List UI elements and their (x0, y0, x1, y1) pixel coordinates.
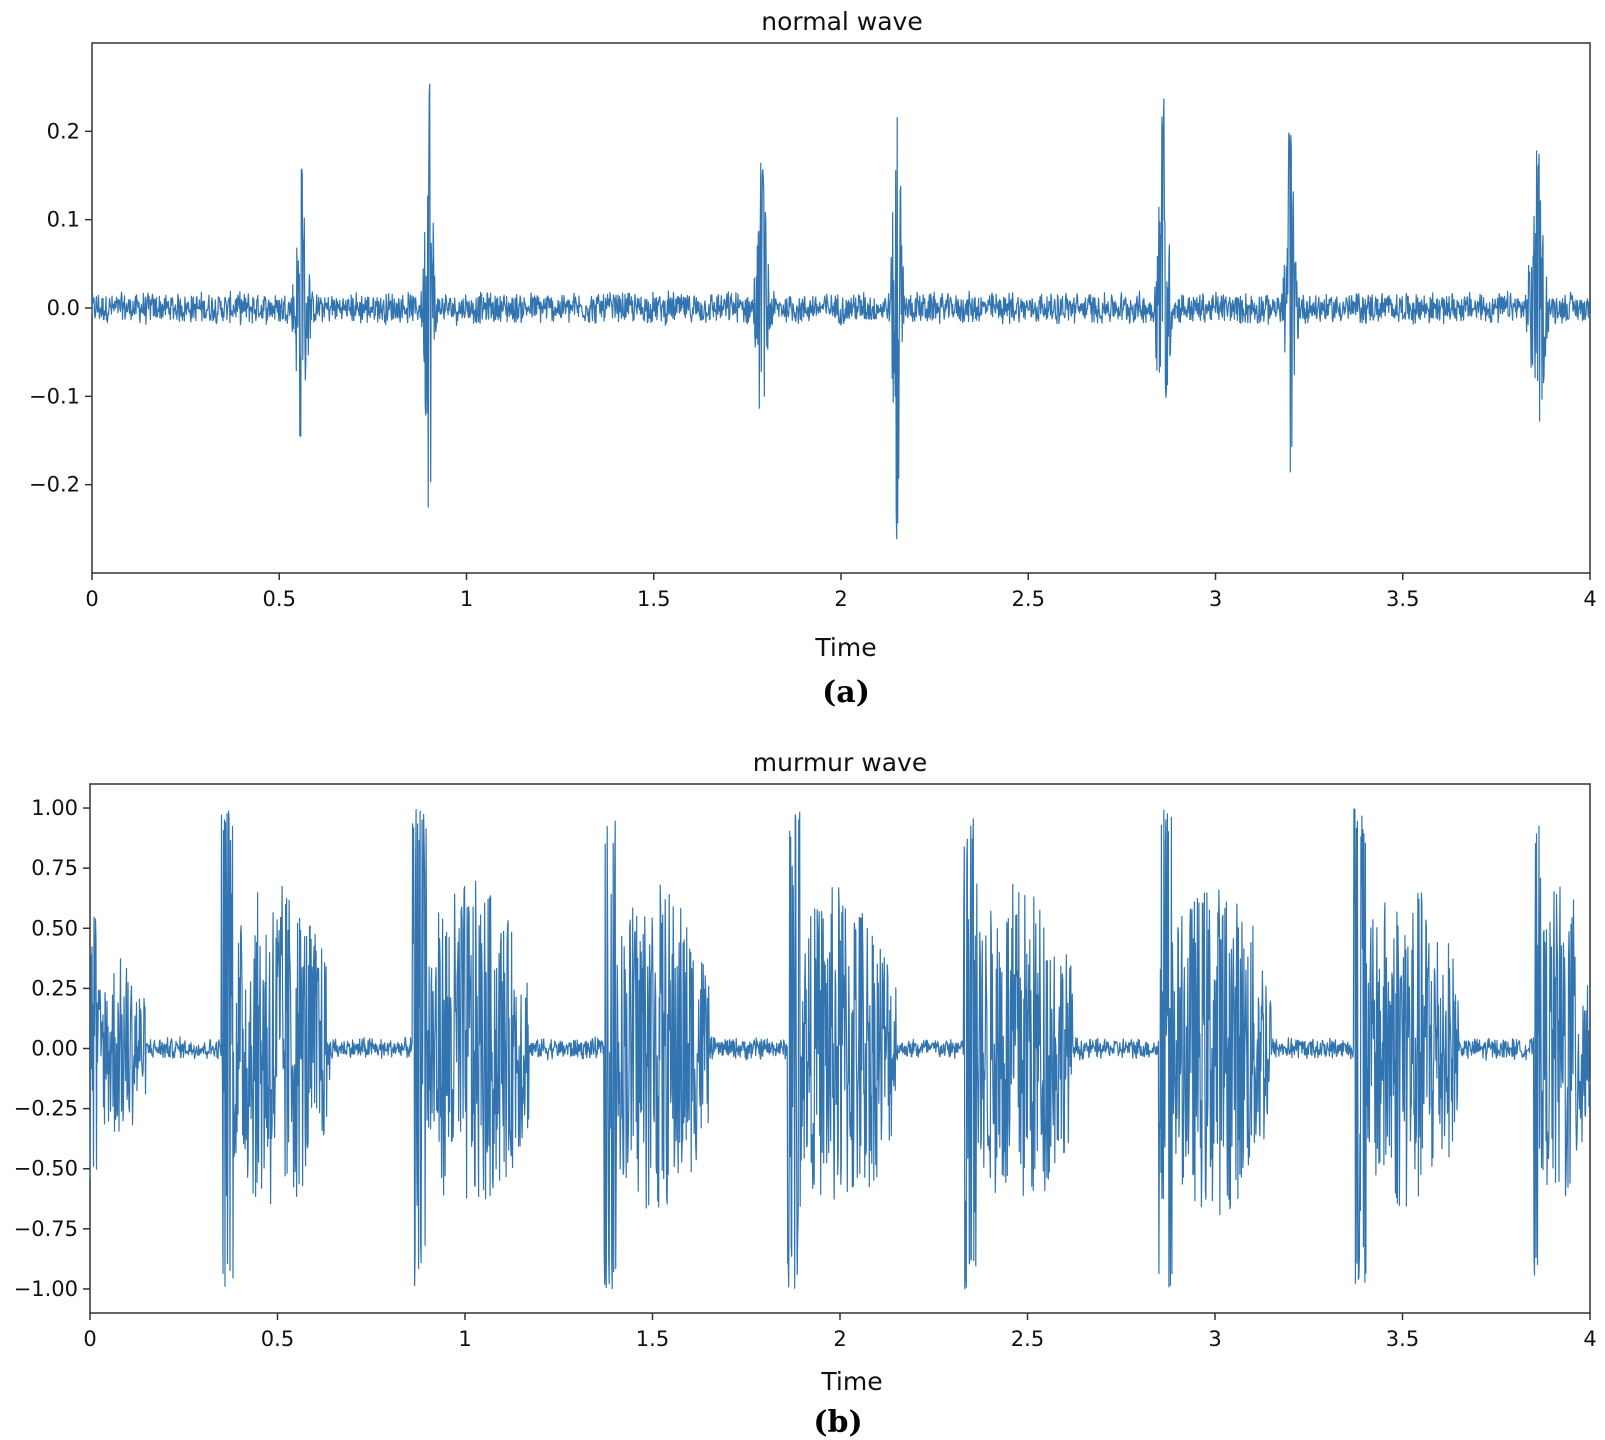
chart-title: normal wave (761, 7, 923, 36)
x-tick-label: 4 (1583, 587, 1596, 611)
y-tick-label: −0.25 (14, 1097, 78, 1121)
y-tick-label: 0.75 (31, 856, 78, 880)
y-tick-label: 0.2 (47, 119, 80, 143)
murmur-waveform (89, 808, 1591, 1290)
x-tick-label: 2 (834, 587, 847, 611)
normal-wave-panel: normal wave 0 0.5 1 1.5 2 2.5 3 3.5 4 0.2 0.1 0.0 −… (29, 7, 1597, 710)
y-axis-ticks: 0.2 0.1 0.0 −0.1 −0.2 (29, 119, 92, 497)
x-tick-label: 0.5 (261, 1327, 294, 1351)
x-tick-label: 0 (85, 587, 98, 611)
x-tick-label: 1 (460, 587, 473, 611)
x-tick-label: 1.5 (636, 1327, 669, 1351)
y-tick-label: 0.00 (31, 1037, 78, 1061)
x-axis-ticks: 0 0.5 1 1.5 2 2.5 3 3.5 4 (83, 1313, 1597, 1351)
x-axis-label: Time (814, 633, 876, 662)
wave-series-line (91, 83, 1591, 540)
y-tick-label: 0.50 (31, 916, 78, 940)
x-tick-label: 3.5 (1386, 587, 1419, 611)
figure-caption-b: (b) (813, 1405, 862, 1440)
murmur-wave-panel: murmur wave 0 0.5 1 1.5 2 2.5 3 3.5 4 1.00 0.75 0.… (14, 748, 1597, 1440)
y-tick-label: −1.00 (14, 1277, 78, 1301)
y-tick-label: −0.50 (14, 1157, 78, 1181)
normal-waveform (91, 83, 1591, 540)
x-tick-label: 2.5 (1012, 587, 1045, 611)
x-tick-label: 0 (83, 1327, 96, 1351)
x-tick-label: 3 (1208, 1327, 1221, 1351)
x-tick-label: 1 (458, 1327, 471, 1351)
x-tick-label: 2.5 (1011, 1327, 1044, 1351)
y-tick-label: 0.1 (47, 208, 80, 232)
x-axis-ticks: 0 0.5 1 1.5 2 2.5 3 3.5 4 (85, 573, 1597, 611)
x-tick-label: 3 (1209, 587, 1222, 611)
y-axis-ticks: 1.00 0.75 0.50 0.25 0.00 −0.25 −0.50 −0.75 −1.00 (14, 796, 90, 1301)
wave-series-line (89, 808, 1591, 1290)
figure-caption-a: (a) (822, 675, 870, 710)
y-tick-label: 0.0 (47, 296, 80, 320)
y-tick-label: −0.1 (29, 384, 80, 408)
y-tick-label: 1.00 (31, 796, 78, 820)
y-tick-label: 0.25 (31, 976, 78, 1000)
x-tick-label: 0.5 (263, 587, 296, 611)
x-tick-label: 2 (833, 1327, 846, 1351)
x-tick-label: 3.5 (1386, 1327, 1419, 1351)
y-tick-label: −0.75 (14, 1217, 78, 1241)
chart-title: murmur wave (753, 748, 927, 777)
x-axis-label: Time (820, 1367, 882, 1396)
y-tick-label: −0.2 (29, 473, 80, 497)
x-tick-label: 1.5 (637, 587, 670, 611)
x-tick-label: 4 (1583, 1327, 1596, 1351)
